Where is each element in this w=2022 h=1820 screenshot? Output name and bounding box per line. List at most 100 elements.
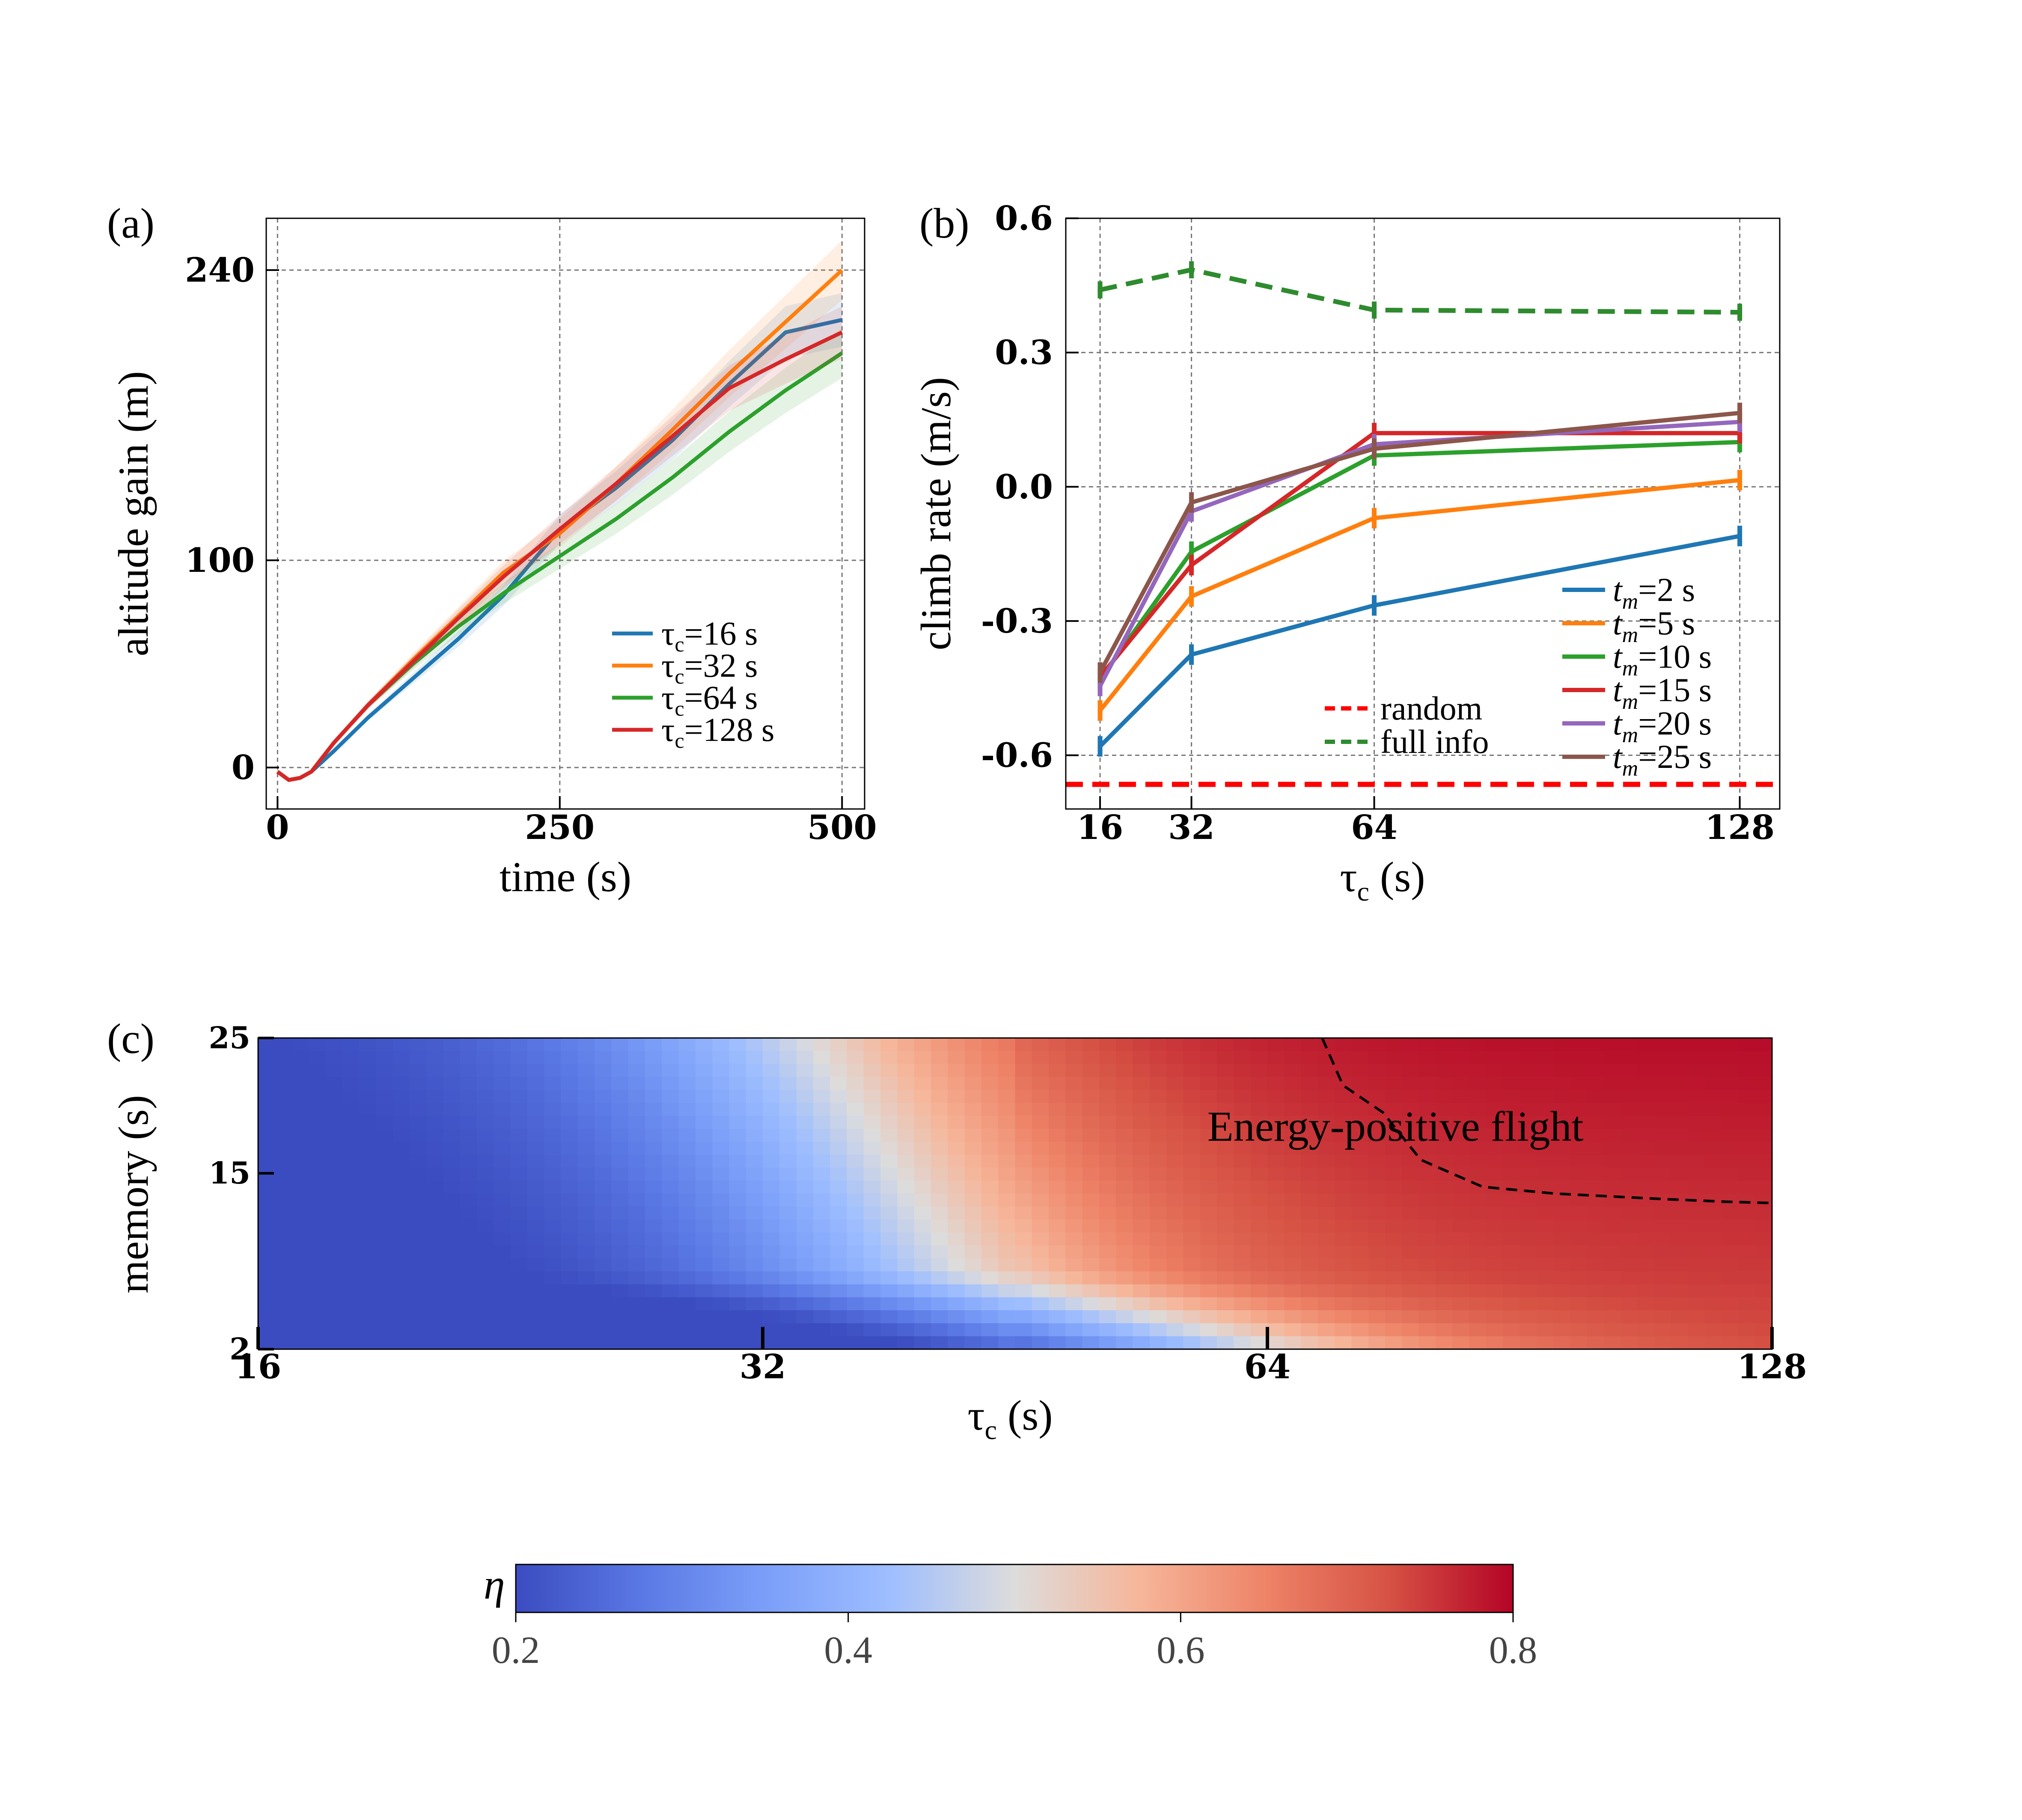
panel-a-xtick-label: 500 xyxy=(807,808,877,847)
heat-cell xyxy=(830,1154,847,1168)
heat-cell xyxy=(359,1310,377,1324)
heat-cell xyxy=(595,1219,612,1233)
heat-cell xyxy=(948,1206,965,1220)
heat-cell xyxy=(1536,1154,1554,1168)
heat-cell xyxy=(1065,1038,1083,1052)
heat-cell xyxy=(1486,1142,1504,1155)
heat-cell xyxy=(863,1219,881,1233)
heat-cell xyxy=(544,1181,562,1194)
heat-cell xyxy=(830,1090,847,1103)
heat-cell xyxy=(998,1245,1016,1259)
heat-cell xyxy=(1503,1297,1520,1311)
heat-cell xyxy=(1553,1297,1571,1311)
heat-cell xyxy=(880,1219,898,1233)
heat-cell xyxy=(796,1258,814,1272)
heat-cell xyxy=(981,1077,999,1091)
heat-cell xyxy=(662,1154,679,1168)
heat-cell xyxy=(342,1077,360,1091)
heat-cell xyxy=(1267,1167,1285,1181)
heat-cell xyxy=(1436,1245,1453,1259)
heat-cell xyxy=(1738,1142,1756,1155)
heat-cell xyxy=(1133,1129,1150,1142)
heat-cell xyxy=(1536,1193,1554,1207)
heat-cell xyxy=(1637,1064,1655,1077)
heat-cell xyxy=(964,1181,982,1194)
heat-cell xyxy=(729,1193,746,1207)
heat-cell xyxy=(695,1142,713,1155)
heat-cell xyxy=(1536,1167,1554,1181)
heat-cell xyxy=(1503,1181,1520,1194)
heat-cell xyxy=(914,1245,931,1259)
heat-cell xyxy=(258,1193,276,1207)
heat-cell xyxy=(1503,1245,1520,1259)
heat-cell xyxy=(325,1077,343,1091)
heat-cell xyxy=(1217,1064,1234,1077)
heat-cell xyxy=(729,1336,746,1349)
heat-cell xyxy=(678,1038,696,1052)
heat-cell xyxy=(1116,1103,1133,1116)
heat-cell xyxy=(678,1181,696,1194)
heat-cell xyxy=(1621,1129,1638,1142)
heat-cell xyxy=(1301,1167,1318,1181)
panel-b-ytick-label: 0.0 xyxy=(995,467,1053,506)
heat-cell xyxy=(1234,1206,1251,1220)
heat-cell xyxy=(830,1297,847,1311)
heat-cell xyxy=(1469,1297,1487,1311)
heat-cell xyxy=(1385,1181,1403,1194)
heat-cell xyxy=(763,1258,780,1272)
heat-cell xyxy=(494,1232,511,1246)
heat-cell xyxy=(1637,1193,1655,1207)
heat-cell xyxy=(796,1297,814,1311)
panel-b-legend: tm=2 stm=5 stm=10 stm=15 stm=20 stm=25 s… xyxy=(1325,571,1712,781)
heat-cell xyxy=(561,1077,578,1091)
heat-cell xyxy=(880,1310,898,1324)
heat-cell xyxy=(1267,1077,1285,1091)
heat-cell xyxy=(1065,1103,1083,1116)
heat-cell xyxy=(1722,1064,1739,1077)
heat-cell xyxy=(863,1284,881,1298)
heat-cell xyxy=(577,1206,595,1220)
heat-cell xyxy=(494,1206,511,1220)
heat-cell xyxy=(628,1271,645,1285)
heat-cell xyxy=(1351,1193,1369,1207)
heat-cell xyxy=(494,1258,511,1272)
heat-cell xyxy=(1637,1154,1655,1168)
heat-cell xyxy=(561,1115,578,1130)
heat-cell xyxy=(897,1219,915,1233)
heat-cell xyxy=(1722,1284,1739,1298)
heat-cell xyxy=(1604,1051,1621,1065)
heat-cell xyxy=(1049,1258,1066,1272)
heat-cell xyxy=(510,1064,528,1077)
heat-cell xyxy=(1704,1064,1722,1077)
heat-cell xyxy=(1250,1181,1268,1194)
heat-cell xyxy=(1436,1038,1453,1052)
heat-cell xyxy=(678,1310,696,1324)
heat-cell xyxy=(662,1077,679,1091)
heat-cell xyxy=(308,1297,326,1311)
heat-cell xyxy=(409,1297,427,1311)
heat-cell xyxy=(1317,1077,1335,1091)
heat-cell xyxy=(1317,1154,1335,1168)
heat-cell xyxy=(308,1336,326,1349)
heat-cell xyxy=(1183,1323,1201,1337)
heat-cell xyxy=(1486,1310,1504,1324)
heat-cell xyxy=(1250,1323,1268,1337)
heat-cell xyxy=(1267,1103,1285,1116)
heat-cell xyxy=(796,1284,814,1298)
heat-cell xyxy=(1082,1090,1100,1103)
heat-cell xyxy=(308,1181,326,1194)
heat-cell xyxy=(1335,1206,1352,1220)
heat-cell xyxy=(1637,1181,1655,1194)
heat-cell xyxy=(1621,1103,1638,1116)
heat-cell xyxy=(914,1129,931,1142)
heat-cell xyxy=(830,1336,847,1349)
heat-cell xyxy=(1065,1077,1083,1091)
heat-cell xyxy=(577,1258,595,1272)
heat-cell xyxy=(863,1232,881,1246)
tm-line-orange xyxy=(1098,478,1740,712)
heat-cell xyxy=(863,1115,881,1130)
legend-label: τc=128 s xyxy=(661,711,774,752)
heat-cell xyxy=(1250,1051,1268,1065)
heat-cell xyxy=(460,1181,477,1194)
heat-cell xyxy=(1351,1103,1369,1116)
